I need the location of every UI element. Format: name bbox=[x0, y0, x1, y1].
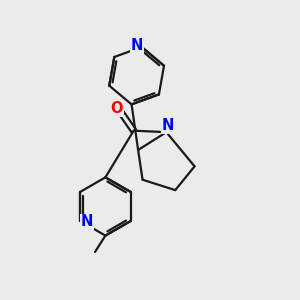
Text: O: O bbox=[110, 101, 123, 116]
Text: N: N bbox=[131, 38, 143, 53]
Text: N: N bbox=[162, 118, 174, 133]
Text: N: N bbox=[80, 214, 93, 230]
